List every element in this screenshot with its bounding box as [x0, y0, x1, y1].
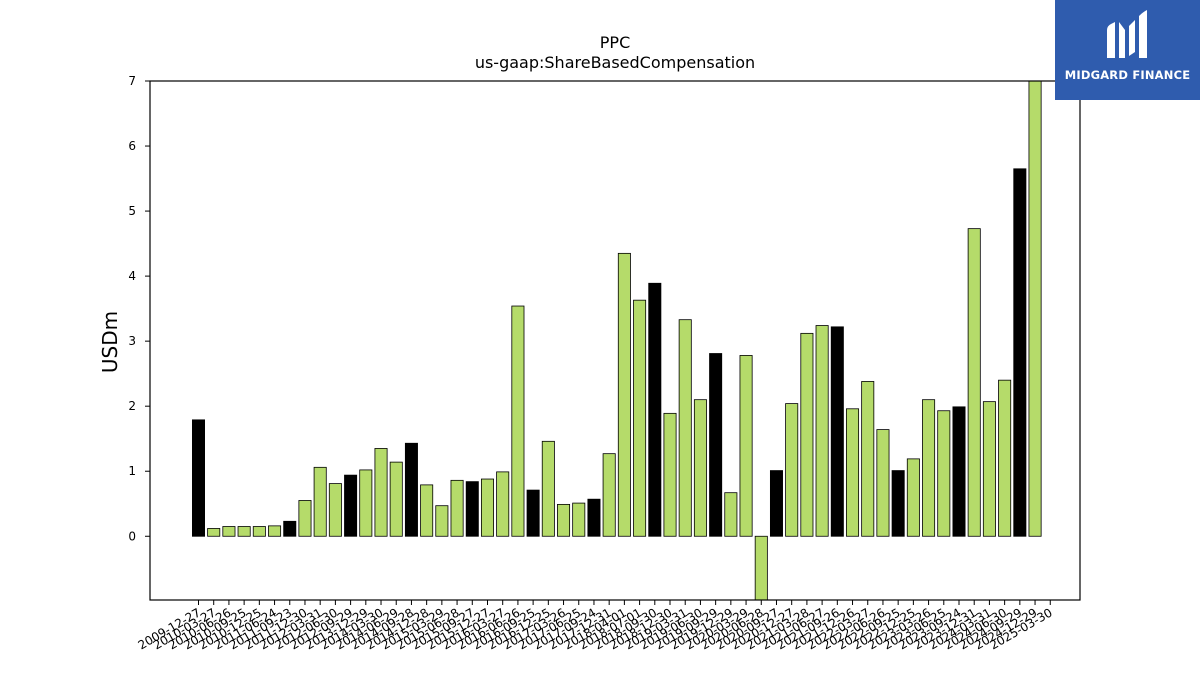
- bar: [937, 410, 951, 537]
- bar: [283, 520, 297, 537]
- bar: [693, 399, 707, 537]
- bar: [800, 332, 814, 537]
- plot-frame: [149, 80, 1081, 601]
- bar: [207, 528, 221, 537]
- bar: [1028, 80, 1042, 537]
- bar: [663, 412, 677, 537]
- bar: [785, 403, 799, 537]
- y-ticks: 0 1 2 3 4 5 6 7: [128, 74, 150, 543]
- bar: [557, 503, 571, 537]
- bar: [526, 489, 540, 537]
- bar: [982, 401, 996, 537]
- bar: [815, 325, 829, 537]
- bar: [374, 448, 388, 537]
- bar: [344, 474, 358, 537]
- y-axis-label: USDm: [98, 311, 122, 373]
- y-tick-label: 5: [128, 204, 136, 218]
- y-tick-label: 3: [128, 334, 136, 348]
- bar: [572, 502, 586, 537]
- y-tick-label: 6: [128, 139, 136, 153]
- bar: [404, 442, 418, 537]
- bar: [511, 305, 525, 537]
- y-tick-label: 2: [128, 399, 136, 413]
- bar: [222, 526, 236, 537]
- bar: [450, 479, 464, 537]
- chart-title: PPC: [600, 33, 630, 52]
- midgard-logo-icon: [1107, 10, 1147, 58]
- bar: [541, 440, 555, 537]
- bar: [891, 470, 905, 537]
- bar: [313, 466, 327, 537]
- bar: [724, 492, 738, 537]
- y-tick-label: 4: [128, 269, 136, 283]
- bar: [435, 505, 449, 537]
- y-tick-label: 7: [128, 74, 136, 88]
- y-tick-label: 1: [128, 464, 136, 478]
- y-tick-label: 0: [128, 529, 136, 543]
- brand-name: MIDGARD FINANCE: [1064, 68, 1191, 82]
- bar: [298, 500, 312, 537]
- bar: [967, 228, 981, 537]
- bar: [1013, 168, 1027, 537]
- bar: [328, 483, 342, 537]
- bar: [709, 353, 723, 537]
- bar: [602, 453, 616, 537]
- bar: [648, 282, 662, 537]
- bar: [191, 419, 205, 537]
- bar: [633, 299, 647, 537]
- bar: [389, 461, 403, 537]
- x-ticks: 2009-12-272010-03-272010-06-262010-09-25…: [136, 600, 1055, 652]
- bar: [830, 326, 844, 537]
- bar: [252, 526, 266, 537]
- chart-subtitle: us-gaap:ShareBasedCompensation: [475, 53, 755, 72]
- bar: [739, 355, 753, 537]
- bar: [268, 525, 282, 537]
- bar: [359, 469, 373, 537]
- bar: [496, 471, 510, 537]
- bar: [998, 379, 1012, 537]
- bar: [465, 481, 479, 537]
- bar: [861, 381, 875, 537]
- bar: [754, 535, 768, 601]
- bar: [952, 406, 966, 537]
- bar: [420, 484, 434, 537]
- bar: [846, 408, 860, 537]
- bar: [617, 252, 631, 537]
- bars-layer: [191, 80, 1042, 601]
- bar: [906, 458, 920, 537]
- bar: [587, 498, 601, 537]
- bar: [237, 526, 251, 537]
- bar: [922, 399, 936, 537]
- bar: [678, 319, 692, 537]
- bar: [480, 478, 494, 537]
- bar: [769, 470, 783, 537]
- brand-logo: MIDGARD FINANCE: [1055, 0, 1200, 100]
- bar: [876, 429, 890, 537]
